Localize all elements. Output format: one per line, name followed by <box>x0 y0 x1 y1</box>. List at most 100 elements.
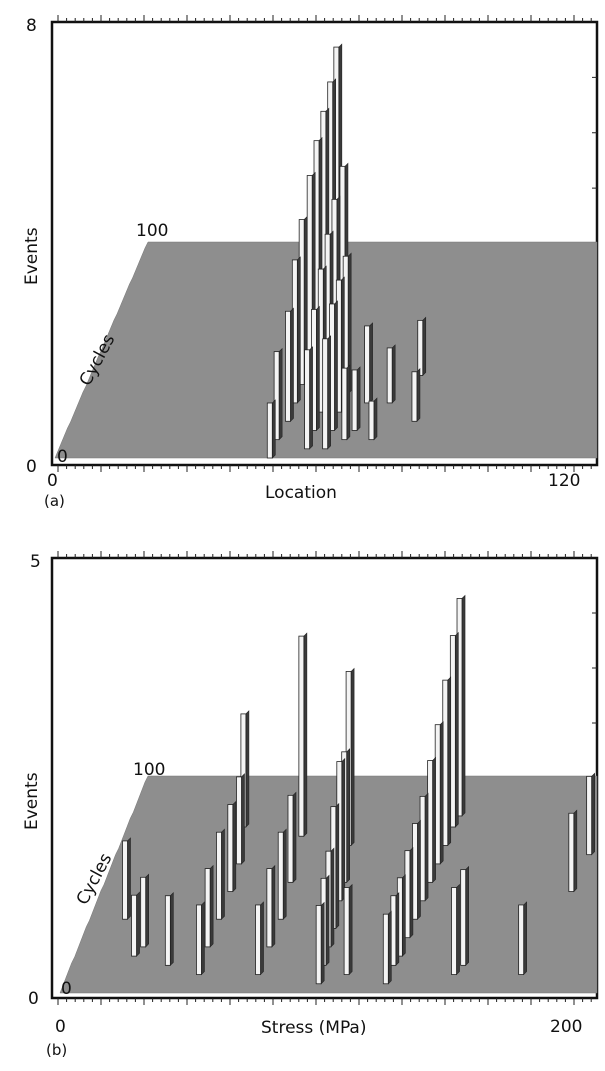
panel-b-bar-side <box>335 802 340 930</box>
panel-b-bar-side <box>232 800 237 893</box>
panel-b-bar <box>568 812 575 892</box>
panel-a-ticks <box>57 15 597 472</box>
panel-b-bar-side <box>417 819 421 920</box>
panel-a-bar-side <box>297 256 301 404</box>
panel-a-bar <box>304 349 310 450</box>
panel-a-bar <box>285 310 291 422</box>
panel-a-y-axis-label: Events <box>22 227 42 285</box>
panel-b-bar <box>236 776 242 865</box>
panel-b-bar <box>451 887 457 975</box>
panel-b-bar <box>131 894 137 957</box>
panel-b-y-max-tick-label: 5 <box>30 552 41 572</box>
panel-a-bar <box>351 369 358 431</box>
panel-b-bar <box>122 840 128 920</box>
panel-b-bar <box>343 887 350 975</box>
panel-b-bar-side <box>456 883 460 976</box>
panel-b-bar-side <box>432 756 436 884</box>
panel-b-y-axis-label: Events <box>22 772 42 830</box>
panel-b-bar-side <box>271 864 276 948</box>
panel-a-bar-side <box>346 364 351 441</box>
panel-b-bar-side <box>350 667 355 847</box>
panel-b-bar-side <box>127 837 131 920</box>
panel-b-bar-side <box>136 891 140 957</box>
panel-a-bar-side <box>334 300 338 432</box>
panel-b-x-max-tick-label: 200 <box>550 1017 582 1037</box>
panel-b-bar-side <box>241 773 245 865</box>
panel-a-bar-side <box>422 316 427 377</box>
panel-b-bar-side <box>455 631 459 828</box>
panel-a-bar-side <box>271 399 276 459</box>
panel-a-bar-side <box>373 397 378 441</box>
panel-b-bar-side <box>424 792 429 902</box>
panel-a-bar-side <box>327 335 331 450</box>
panel-b-bar-side <box>409 846 414 939</box>
panel-a-depth-max-label: 100 <box>136 221 168 241</box>
panel-a-x-axis-label: Location <box>265 483 337 503</box>
panel-b-bar-side <box>591 772 595 856</box>
panel-b-bar <box>298 635 305 837</box>
panel-b-bar-side <box>402 874 406 957</box>
panel-b-bar-side <box>221 828 225 920</box>
panel-a-bar-side <box>369 322 373 404</box>
panel-b-plot-area <box>59 594 598 994</box>
panel-a-bar <box>364 325 370 404</box>
panel-b-bar-side <box>292 791 297 884</box>
panel-b-bar <box>204 868 211 948</box>
panel-a-bar-side <box>309 346 313 450</box>
panel-a-chart: 8 0 0 120 (a) Location Events 100 0 Cycl… <box>22 15 599 510</box>
panel-b-x-min-tick-label: 0 <box>55 1017 66 1037</box>
panel-b-bar-side <box>346 748 351 884</box>
panel-b-bar-side <box>447 676 452 847</box>
panel-b-bar <box>442 679 449 846</box>
panel-b-bar-side <box>341 757 346 902</box>
panel-b-bar-side <box>325 874 330 967</box>
panel-b-bar <box>419 795 426 902</box>
panel-b-bar <box>140 876 147 948</box>
panel-b-chart: 5 0 0 200 (b) Stress (MPa) Events 100 0 … <box>22 551 599 1059</box>
panel-b-bar <box>227 804 234 892</box>
panel-b-bar-side <box>303 632 308 837</box>
panel-a-bar <box>341 367 348 441</box>
panel-b-bar-side <box>395 892 400 967</box>
panel-a-bar-side <box>416 368 421 423</box>
panel-b-bar <box>277 831 284 920</box>
panel-b-bar-side <box>523 901 527 976</box>
panel-a-bar <box>386 347 393 404</box>
panel-b-bar-side <box>209 864 214 948</box>
panel-a-bar-side <box>316 305 320 432</box>
panel-b-bar <box>315 905 322 985</box>
panel-b-bar-side <box>348 883 353 976</box>
panel-b-bar <box>427 760 434 883</box>
panel-a-bar-side <box>290 307 294 423</box>
panel-a-depth-min-label: 0 <box>57 447 68 467</box>
panel-b-bar-side <box>330 847 335 948</box>
panel-b-bar <box>164 895 171 966</box>
panel-b-bar-side <box>387 910 392 985</box>
panel-a-x-max-tick-label: 120 <box>548 471 580 491</box>
panel-b-bar-side <box>260 901 264 976</box>
panel-b-bar <box>460 869 467 966</box>
panel-b-bar <box>434 724 441 865</box>
panel-b-y-min-tick-label: 0 <box>28 989 39 1009</box>
panel-b-ticks <box>57 551 597 1005</box>
panel-a-bar <box>417 319 424 376</box>
panel-b-bar <box>196 904 202 975</box>
panel-b-bar <box>586 775 593 856</box>
panel-b-bar-side <box>145 873 149 948</box>
panel-b-bar-side <box>465 865 469 967</box>
panel-b-bar-side <box>170 892 174 967</box>
panel-b-depth-min-label: 0 <box>61 979 72 999</box>
panel-b-bar-side <box>461 594 466 817</box>
panel-b-bar <box>255 904 261 975</box>
panel-b-bar-side <box>282 828 287 920</box>
panel-a-bar <box>368 400 375 441</box>
panel-a-bar-side <box>391 344 396 404</box>
panel-b-x-axis-label: Stress (MPa) <box>261 1018 367 1038</box>
panel-a-x-min-tick-label: 0 <box>47 471 58 491</box>
panel-b-bar-side <box>573 809 578 893</box>
panel-b-bar <box>266 868 273 948</box>
panel-b-depth-max-label: 100 <box>133 760 165 780</box>
panel-a-y-max-tick-label: 8 <box>26 16 37 36</box>
panel-b-bar-side <box>320 901 325 985</box>
